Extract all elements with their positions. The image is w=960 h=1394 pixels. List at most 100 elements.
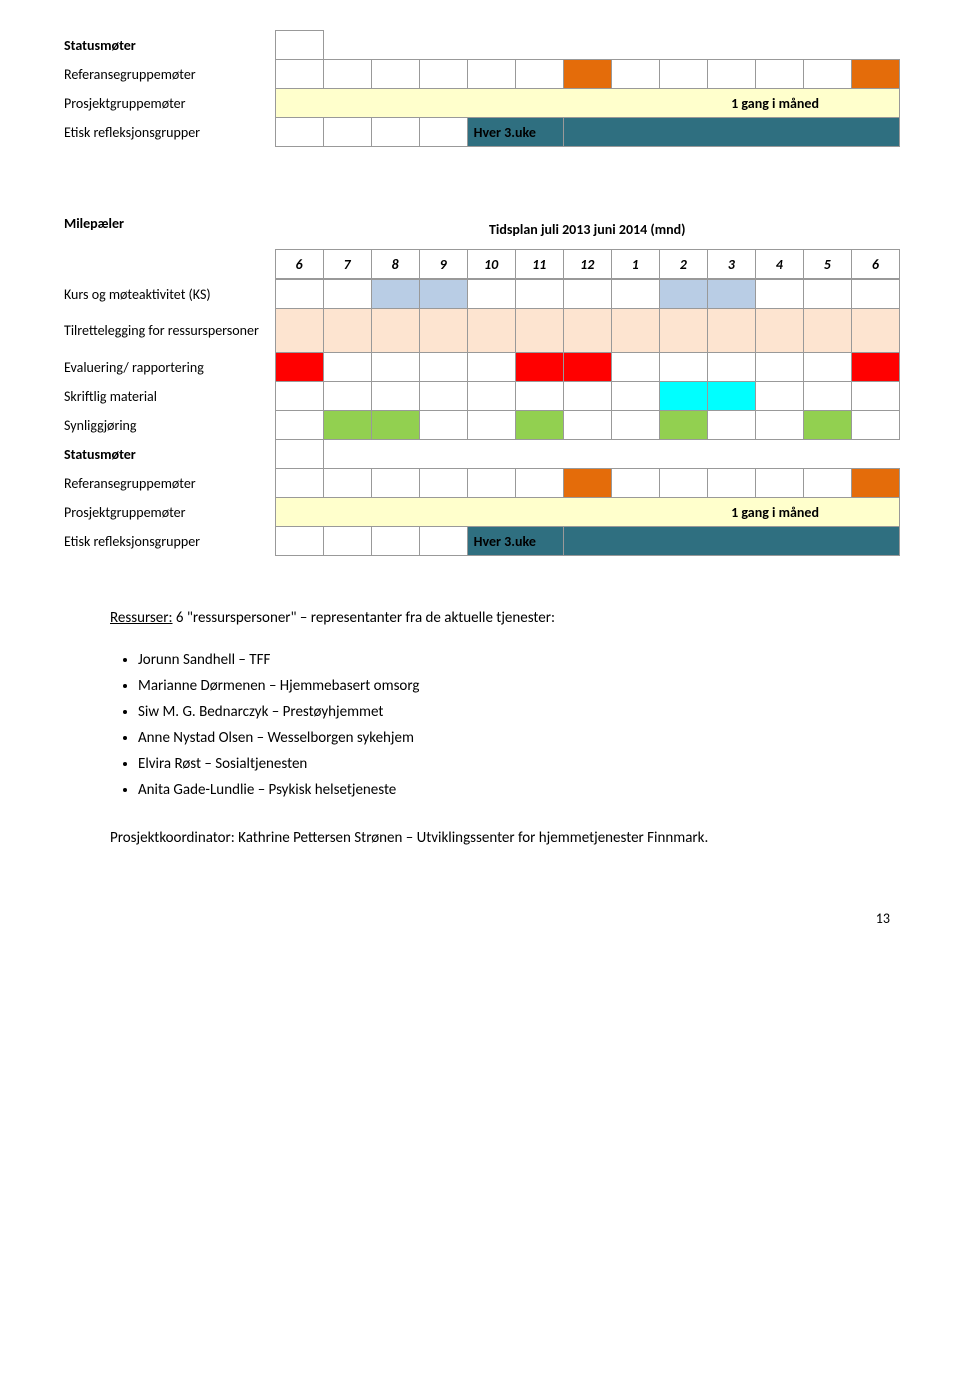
- gantt-cell: [275, 411, 323, 440]
- gantt-cell: [803, 353, 851, 382]
- month-header: 11: [515, 250, 563, 279]
- gantt-cell: [851, 440, 899, 469]
- gantt-cell: [275, 469, 323, 498]
- gantt-cell: [707, 382, 755, 411]
- gantt-cell: [563, 440, 611, 469]
- gantt-cell: [515, 31, 563, 60]
- gantt-cell: [371, 280, 419, 309]
- gantt-cell: [419, 60, 467, 89]
- row-label: Etisk refleksjonsgrupper: [60, 527, 275, 556]
- gantt-cell: [275, 309, 323, 353]
- gantt-cell: [467, 309, 515, 353]
- gantt-header-2: MilepælerTidsplan juli 2013 juni 2014 (m…: [60, 197, 900, 279]
- gantt-cell: [611, 309, 659, 353]
- gantt-cell: [419, 527, 467, 556]
- resource-item: Elvira Røst – Sosialtjenesten: [138, 752, 900, 776]
- row-label: Statusmøter: [60, 31, 275, 60]
- gantt-cell: [803, 440, 851, 469]
- month-header: 8: [371, 250, 419, 279]
- gantt-cell: [707, 469, 755, 498]
- gantt-cell: [515, 60, 563, 89]
- resources-title-rest: 6 "ressurspersoner" – representanter fra…: [173, 609, 555, 627]
- gantt-cell: [515, 382, 563, 411]
- gantt-cell: [851, 411, 899, 440]
- gantt-cell: [467, 440, 515, 469]
- gantt-cell: [851, 353, 899, 382]
- milestones-label: Milepæler: [60, 197, 275, 250]
- gantt-cell: [275, 60, 323, 89]
- gantt-cell: [611, 411, 659, 440]
- gantt-cell: [323, 31, 371, 60]
- gantt-cell: [419, 280, 467, 309]
- month-header: 4: [755, 250, 803, 279]
- gantt-cell: [419, 469, 467, 498]
- gantt-cell: [371, 382, 419, 411]
- gantt-cell: [659, 469, 707, 498]
- gantt-cell: [659, 440, 707, 469]
- gantt-cell: [755, 440, 803, 469]
- gantt-cell: [467, 60, 515, 89]
- month-header: 6: [851, 250, 899, 279]
- row-label: Etisk refleksjonsgrupper: [60, 118, 275, 147]
- gantt-full-cell: 1 gang i måned: [275, 89, 900, 118]
- gantt-cell: [707, 411, 755, 440]
- gantt-cell: [851, 60, 899, 89]
- month-header: 5: [803, 250, 851, 279]
- gantt-cell: [755, 309, 803, 353]
- gantt-cell: [611, 60, 659, 89]
- resources-section: Ressurser: 6 "ressurspersoner" – represe…: [60, 606, 900, 850]
- month-header: 10: [467, 250, 515, 279]
- page-number: 13: [60, 910, 900, 927]
- gantt-cell: [611, 353, 659, 382]
- row-label: Referansegruppemøter: [60, 469, 275, 498]
- gantt-fill-cell: [563, 118, 899, 147]
- gantt-cell: [323, 527, 371, 556]
- gantt-cell: [275, 527, 323, 556]
- resources-list: Jorunn Sandhell – TFFMarianne Dørmenen –…: [138, 648, 900, 802]
- gantt-cell: [323, 309, 371, 353]
- gantt-cell: [419, 440, 467, 469]
- month-header: 7: [323, 250, 371, 279]
- gantt-cell: [323, 60, 371, 89]
- gantt-cell: [467, 469, 515, 498]
- gantt-cell: [803, 309, 851, 353]
- row-label: Statusmøter: [60, 440, 275, 469]
- gantt-cell: [371, 353, 419, 382]
- resource-item: Marianne Dørmenen – Hjemmebasert omsorg: [138, 674, 900, 698]
- gantt-cell: [371, 31, 419, 60]
- gantt-table-1: StatusmøterReferansegruppemøterProsjektg…: [60, 30, 900, 147]
- gantt-cell: [419, 31, 467, 60]
- gantt-cell: [371, 309, 419, 353]
- gantt-cell: [755, 31, 803, 60]
- gantt-cell: [707, 60, 755, 89]
- gantt-cell: [419, 353, 467, 382]
- gantt-cell: [755, 382, 803, 411]
- gantt-cell: [371, 527, 419, 556]
- gantt-full-cell: 1 gang i måned: [275, 498, 900, 527]
- gantt-cell: [275, 118, 323, 147]
- gantt-cell: [707, 309, 755, 353]
- gantt-cell: [563, 469, 611, 498]
- gantt-cell: [611, 382, 659, 411]
- gantt-cell: [611, 440, 659, 469]
- month-header: 9: [419, 250, 467, 279]
- gantt-cell: [323, 280, 371, 309]
- resource-item: Siw M. G. Bednarczyk – Prestøyhjemmet: [138, 700, 900, 724]
- gantt-cell: [659, 353, 707, 382]
- row-label: Skriftlig material: [60, 382, 275, 411]
- gantt-cell: [611, 31, 659, 60]
- gantt-cell: [275, 31, 323, 60]
- gantt-cell: [323, 382, 371, 411]
- gantt-cell: [659, 60, 707, 89]
- gantt-cell: [803, 31, 851, 60]
- gantt-cell: [323, 118, 371, 147]
- gantt-cell: [371, 469, 419, 498]
- resources-title-prefix: Ressurser:: [110, 609, 173, 627]
- gantt-cell: [707, 353, 755, 382]
- gantt-cell: [755, 60, 803, 89]
- gantt-cell: [371, 118, 419, 147]
- gantt-cell: [515, 469, 563, 498]
- month-header: 3: [707, 250, 755, 279]
- gantt-cell: [659, 280, 707, 309]
- gantt-cell: [563, 411, 611, 440]
